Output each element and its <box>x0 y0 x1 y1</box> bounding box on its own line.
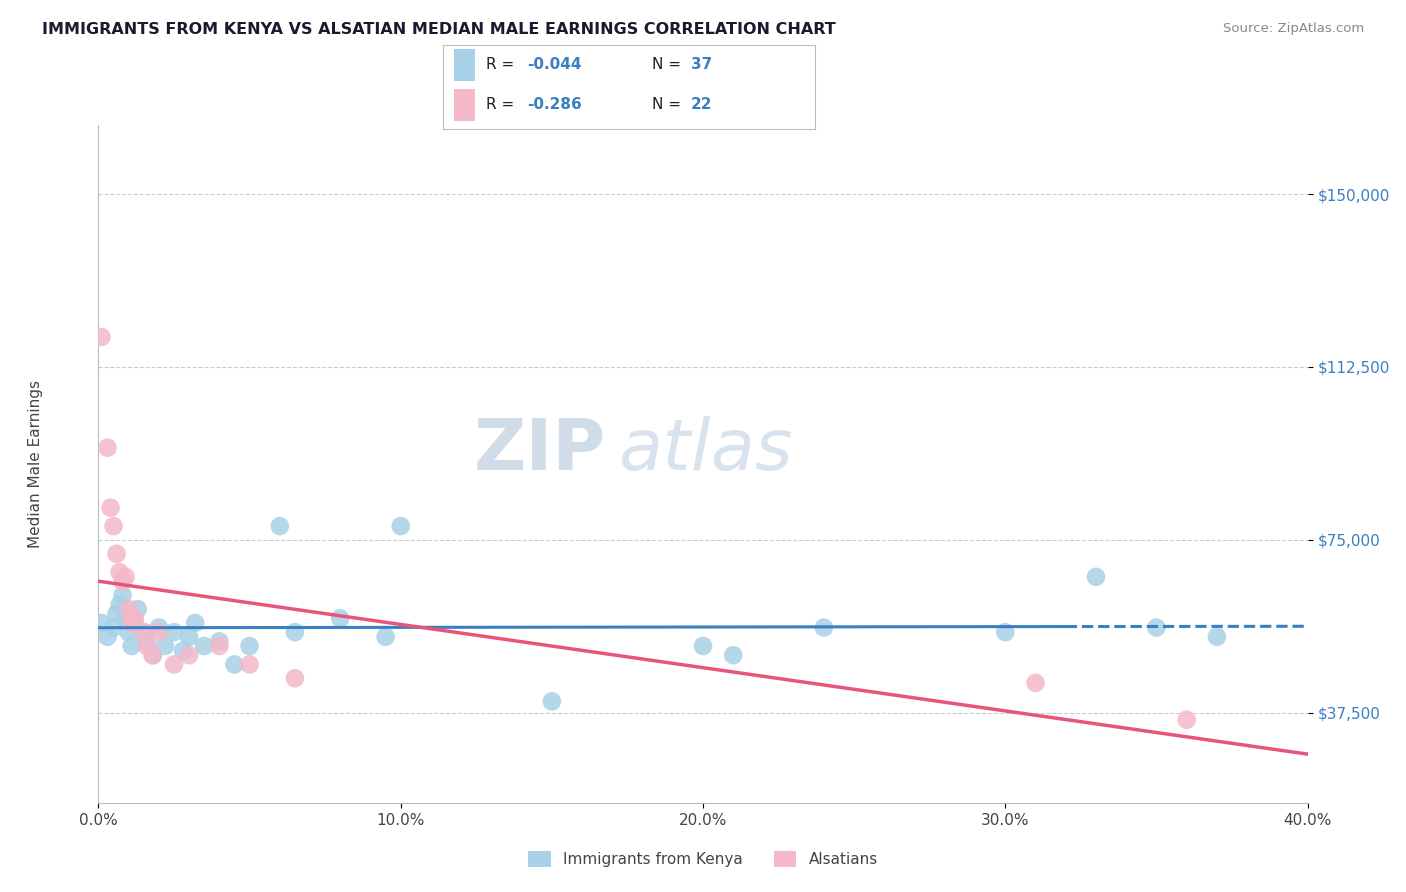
Text: 37: 37 <box>690 57 711 72</box>
Point <box>111 588 134 602</box>
Text: R =: R = <box>485 97 519 112</box>
Point <box>284 625 307 640</box>
Text: Source: ZipAtlas.com: Source: ZipAtlas.com <box>1223 22 1364 36</box>
Point <box>1085 570 1108 584</box>
Point <box>148 625 170 640</box>
Point <box>153 639 176 653</box>
Point <box>121 615 143 630</box>
Point <box>118 602 141 616</box>
Point <box>135 634 157 648</box>
Point <box>96 441 118 455</box>
FancyBboxPatch shape <box>454 49 475 81</box>
Point <box>103 621 125 635</box>
Point <box>184 615 207 630</box>
Point <box>111 574 134 589</box>
Text: N =: N = <box>651 97 685 112</box>
Point <box>105 547 128 561</box>
Point <box>132 625 155 640</box>
Text: -0.044: -0.044 <box>527 57 581 72</box>
Point <box>389 519 412 533</box>
Text: IMMIGRANTS FROM KENYA VS ALSATIAN MEDIAN MALE EARNINGS CORRELATION CHART: IMMIGRANTS FROM KENYA VS ALSATIAN MEDIAN… <box>42 22 837 37</box>
Text: ZIP: ZIP <box>474 416 606 484</box>
Point <box>105 607 128 621</box>
Point <box>813 621 835 635</box>
Point <box>127 602 149 616</box>
Point <box>177 630 201 644</box>
Y-axis label: Median Male Earnings: Median Male Earnings <box>28 380 42 548</box>
Point <box>269 519 291 533</box>
Point <box>142 648 165 663</box>
Point <box>90 330 112 344</box>
Text: R =: R = <box>485 57 519 72</box>
Point <box>994 625 1017 640</box>
Point <box>208 639 231 653</box>
Point <box>148 621 170 635</box>
Point <box>96 630 118 644</box>
Point <box>239 657 262 672</box>
Point <box>692 639 714 653</box>
Point <box>103 519 125 533</box>
Point <box>721 648 744 663</box>
Point <box>132 625 155 640</box>
Point <box>224 657 246 672</box>
Legend: Immigrants from Kenya, Alsatians: Immigrants from Kenya, Alsatians <box>522 845 884 873</box>
FancyBboxPatch shape <box>454 88 475 120</box>
Text: N =: N = <box>651 57 685 72</box>
Text: 22: 22 <box>690 97 713 112</box>
Point <box>208 634 231 648</box>
Point <box>135 639 157 653</box>
Point <box>193 639 215 653</box>
Point <box>239 639 262 653</box>
Point <box>1024 676 1046 690</box>
Point <box>114 570 136 584</box>
Point <box>172 643 194 657</box>
Point <box>100 500 122 515</box>
Point <box>118 625 141 640</box>
Point <box>124 611 146 625</box>
Point <box>142 648 165 663</box>
Point <box>114 611 136 625</box>
Text: -0.286: -0.286 <box>527 97 582 112</box>
Point <box>124 615 146 630</box>
Point <box>90 615 112 630</box>
Point <box>1144 621 1167 635</box>
Point <box>163 625 186 640</box>
Point <box>284 671 307 685</box>
Point <box>540 694 562 708</box>
Point <box>108 598 131 612</box>
Point <box>1175 713 1198 727</box>
Point <box>374 630 396 644</box>
Point <box>1206 630 1229 644</box>
Point <box>108 565 131 579</box>
Point <box>329 611 352 625</box>
Point <box>121 639 143 653</box>
Point <box>163 657 186 672</box>
Text: atlas: atlas <box>619 416 793 484</box>
Point <box>177 648 201 663</box>
